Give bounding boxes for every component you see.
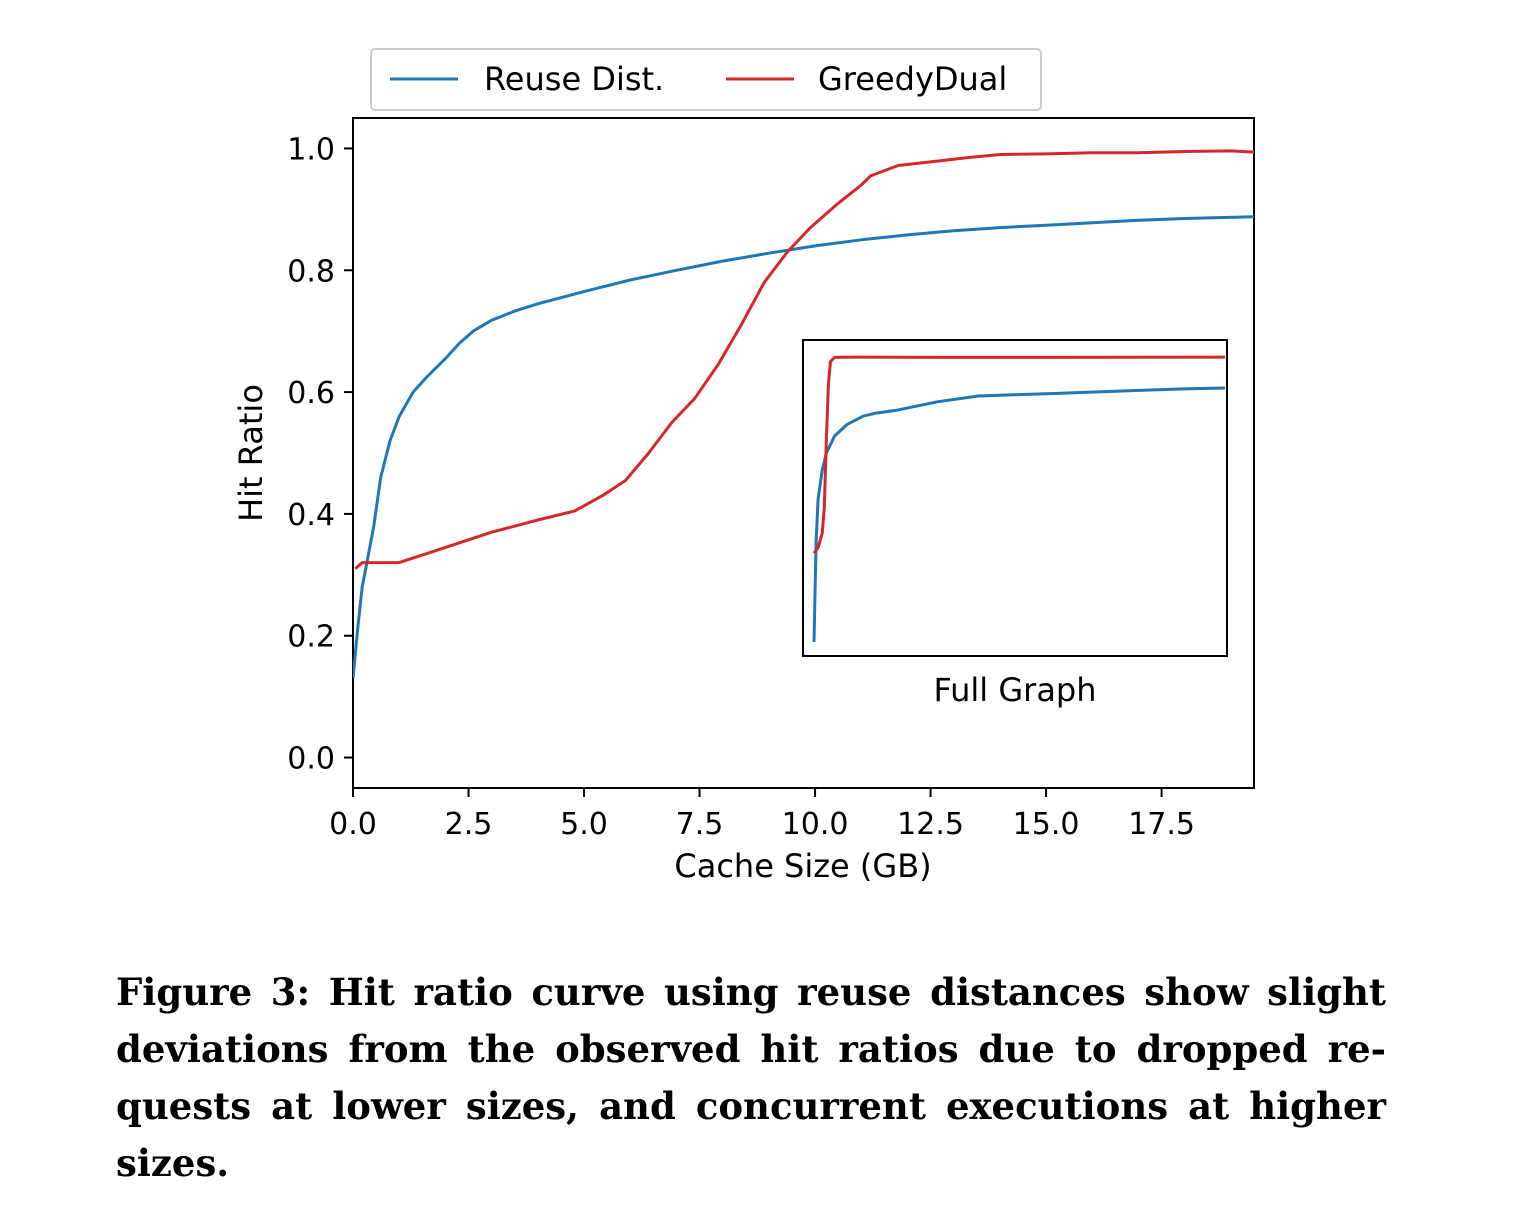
y-tick-label: 0.6 [287,376,335,411]
x-tick-label: 15.0 [1013,807,1080,842]
inset-frame [802,339,1228,657]
inset: Full Graph [802,339,1228,709]
chart-figure: Reuse Dist. GreedyDual 0.0 2.5 5.0 7.5 10.0 1… [232,48,1255,885]
x-tick-label: 12.5 [897,807,964,842]
chart-svg: Reuse Dist. GreedyDual 0.0 2.5 5.0 7.5 10.0 1… [232,48,1255,885]
x-tick-label: 10.0 [782,807,849,842]
x-tick-label: 7.5 [676,807,724,842]
inset-line-greedydual [812,355,1226,555]
series-line-greedydual [354,149,1254,570]
figure-caption: Figure 3: Hit ratio curve using reuse di… [116,970,1386,1185]
x-tick-label: 2.5 [445,807,493,842]
y-tick-label: 1.0 [287,132,335,167]
legend-label-greedydual: GreedyDual [818,60,1007,98]
series-line-reuse-dist [353,215,1254,679]
x-ticks: 0.0 2.5 5.0 7.5 10.0 12.5 15.0 17.5 [329,788,1195,842]
y-axis-label: Hit Ratio [232,384,270,522]
y-tick-label: 0.4 [287,498,335,533]
x-tick-label: 17.5 [1128,807,1195,842]
x-tick-label: 5.0 [560,807,608,842]
legend-box [370,48,1042,111]
inset-label: Full Graph [933,671,1096,709]
legend: Reuse Dist. GreedyDual [370,48,1042,111]
legend-label-reuse: Reuse Dist. [484,60,664,98]
y-tick-label: 0.0 [287,742,335,777]
x-tick-label: 0.0 [329,807,377,842]
inset-series-lines [812,355,1226,643]
y-tick-label: 0.8 [287,254,335,289]
x-axis-label: Cache Size (GB) [674,847,931,885]
y-tick-label: 0.2 [287,620,335,655]
inset-line-reuse-dist [812,386,1226,643]
y-ticks: 0.0 0.2 0.4 0.6 0.8 1.0 [287,132,353,777]
series-lines [353,149,1254,679]
plot-frame [352,117,1255,789]
